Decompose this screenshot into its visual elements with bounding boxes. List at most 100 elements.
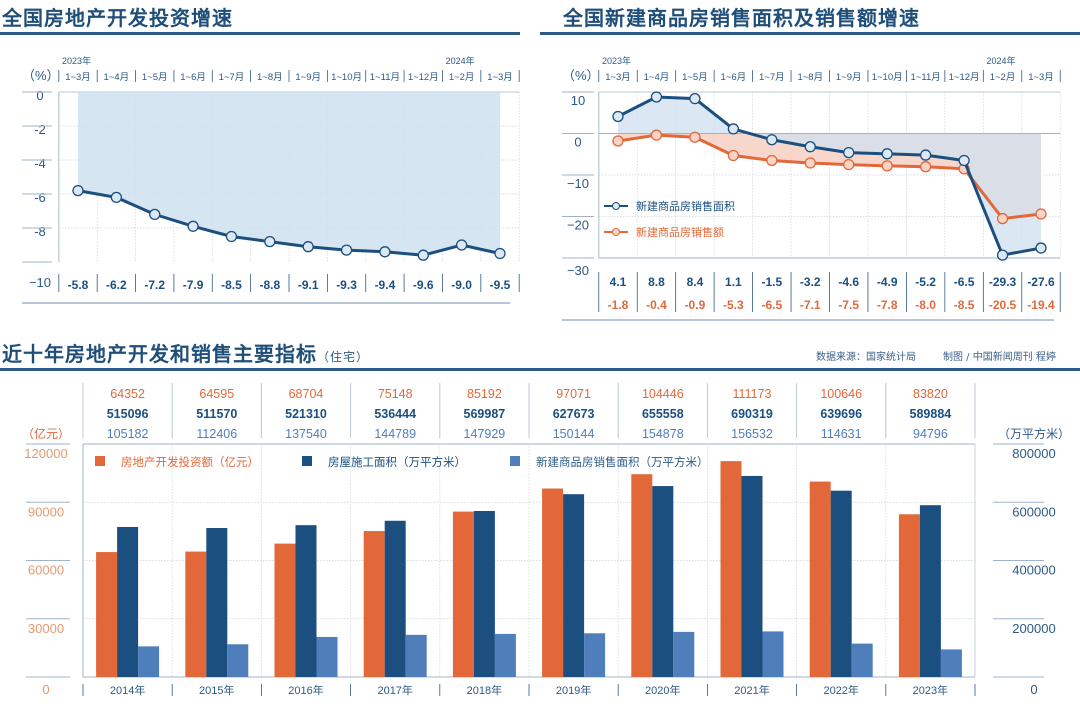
y-tick-label: −10	[567, 176, 589, 191]
data-source: 数据来源：国家统计局	[816, 352, 916, 363]
bar-construction-area	[473, 510, 495, 677]
category-label: 1~10月	[331, 72, 362, 83]
category-label: 1~9月	[295, 72, 321, 83]
sales-area-point	[881, 148, 893, 160]
series-area	[78, 92, 500, 256]
sales-amount-point	[612, 135, 624, 147]
x-category-label: 2016年	[288, 683, 323, 697]
data-label: -5.8	[68, 278, 89, 292]
bottom-title-rule	[0, 368, 1080, 371]
x-category-label: 2022年	[823, 683, 858, 697]
bar-construction-area	[652, 486, 674, 677]
right-title-rule	[540, 32, 1080, 35]
data-point	[340, 244, 353, 256]
table-value: 112406	[196, 427, 237, 441]
table-value: 111173	[733, 387, 772, 401]
bottom-chart-title: 近十年房地产开发和销售主要指标（住宅）	[2, 338, 369, 367]
data-label: -6.2	[106, 278, 127, 292]
left-y-tick-label: 0	[42, 682, 49, 697]
table-value: 83820	[913, 387, 948, 401]
x-category-label: 2020年	[645, 683, 680, 697]
sales-area-value: 8.8	[648, 275, 665, 289]
left-axis-unit: （亿元）	[22, 426, 70, 441]
x-category-label: 2014年	[110, 683, 145, 697]
bar-investment	[898, 514, 920, 677]
table-value: 589884	[910, 407, 952, 421]
bar-investment	[274, 543, 296, 677]
sales-amount-point	[1035, 208, 1047, 220]
legend-sales-amount-marker	[612, 228, 620, 236]
sales-amount-point	[650, 129, 663, 141]
sales-amount-value: -19.4	[1027, 298, 1055, 312]
table-value: 627673	[553, 407, 595, 421]
unit-label: （%）	[562, 68, 600, 83]
sales-area-value: -27.6	[1027, 275, 1055, 289]
data-label: -9.6	[413, 278, 434, 292]
x-category-label: 2018年	[467, 683, 502, 697]
x-category-label: 2019年	[556, 683, 591, 697]
y-tick-label: −20	[567, 218, 589, 233]
bar-investment	[720, 461, 742, 677]
x-category-label: 2021年	[734, 683, 769, 697]
bar-investment	[363, 531, 385, 677]
bar-construction-area	[919, 505, 941, 677]
bar-construction-area	[741, 475, 763, 677]
table-value: 536444	[374, 407, 416, 421]
sales-amount-value: -0.4	[646, 298, 667, 312]
year-label-2024: 2024年	[987, 55, 1016, 66]
data-point	[72, 184, 84, 197]
category-label: 1~10月	[872, 72, 903, 83]
category-label: 1~6月	[721, 72, 747, 83]
table-value: 150144	[553, 427, 595, 441]
table-value: 690319	[731, 407, 773, 421]
data-label: -7.2	[144, 278, 165, 292]
table-value: 75148	[378, 387, 413, 401]
table-value: 100646	[820, 387, 862, 401]
table-value: 64352	[110, 387, 145, 401]
sales-area-point	[843, 146, 855, 159]
table-value: 85192	[467, 387, 502, 401]
category-label: 1~11月	[911, 72, 941, 83]
table-value: 97071	[556, 387, 591, 401]
data-point	[187, 220, 199, 232]
table-value: 515096	[107, 407, 149, 421]
bar-sales-area	[762, 631, 784, 677]
data-point	[455, 239, 468, 251]
table-value: 156532	[731, 427, 773, 441]
legend-swatch	[510, 456, 520, 466]
bar-sales-area	[851, 643, 873, 677]
sales-area-value: 4.1	[610, 275, 627, 289]
data-label: -9.1	[298, 278, 319, 292]
table-value: 511570	[196, 407, 237, 421]
table-value: 105182	[107, 427, 149, 441]
y-tick-label: −10	[29, 275, 51, 290]
table-value: 64595	[199, 387, 234, 401]
sales-amount-point	[689, 131, 701, 143]
chart-credit: 制图 / 中国新闻周刊 程婷	[943, 352, 1056, 363]
left-y-tick-label: 120000	[24, 446, 67, 461]
bar-sales-area	[227, 644, 249, 677]
sales-amount-value: -8.0	[915, 298, 936, 312]
sales-amount-value: -1.8	[608, 298, 629, 312]
sales-amount-point	[919, 161, 932, 173]
bottom-title-text: 近十年房地产开发和销售主要指标	[2, 342, 317, 366]
sales-amount-point	[881, 160, 893, 172]
sales-area-point	[650, 91, 663, 103]
sales-area-point	[919, 149, 932, 161]
table-value: 521310	[285, 407, 327, 421]
left-chart-title: 全国房地产开发投资增速	[2, 6, 233, 30]
sales-area-line	[617, 95, 1042, 257]
data-label: -7.9	[183, 278, 204, 292]
data-label: -8.8	[259, 278, 280, 292]
bar-investment	[96, 552, 118, 677]
bar-construction-area	[830, 490, 852, 677]
legend-sales-area-marker	[612, 202, 620, 210]
sales-area-point	[689, 92, 701, 105]
y-tick-label: -6	[34, 190, 46, 205]
y-tick-label: -8	[34, 224, 46, 239]
sales-amount-value: -0.9	[685, 298, 706, 312]
category-label: 1~7月	[219, 72, 245, 83]
x-category-label: 2015年	[199, 683, 234, 697]
category-label: 1~3月	[1028, 72, 1054, 83]
